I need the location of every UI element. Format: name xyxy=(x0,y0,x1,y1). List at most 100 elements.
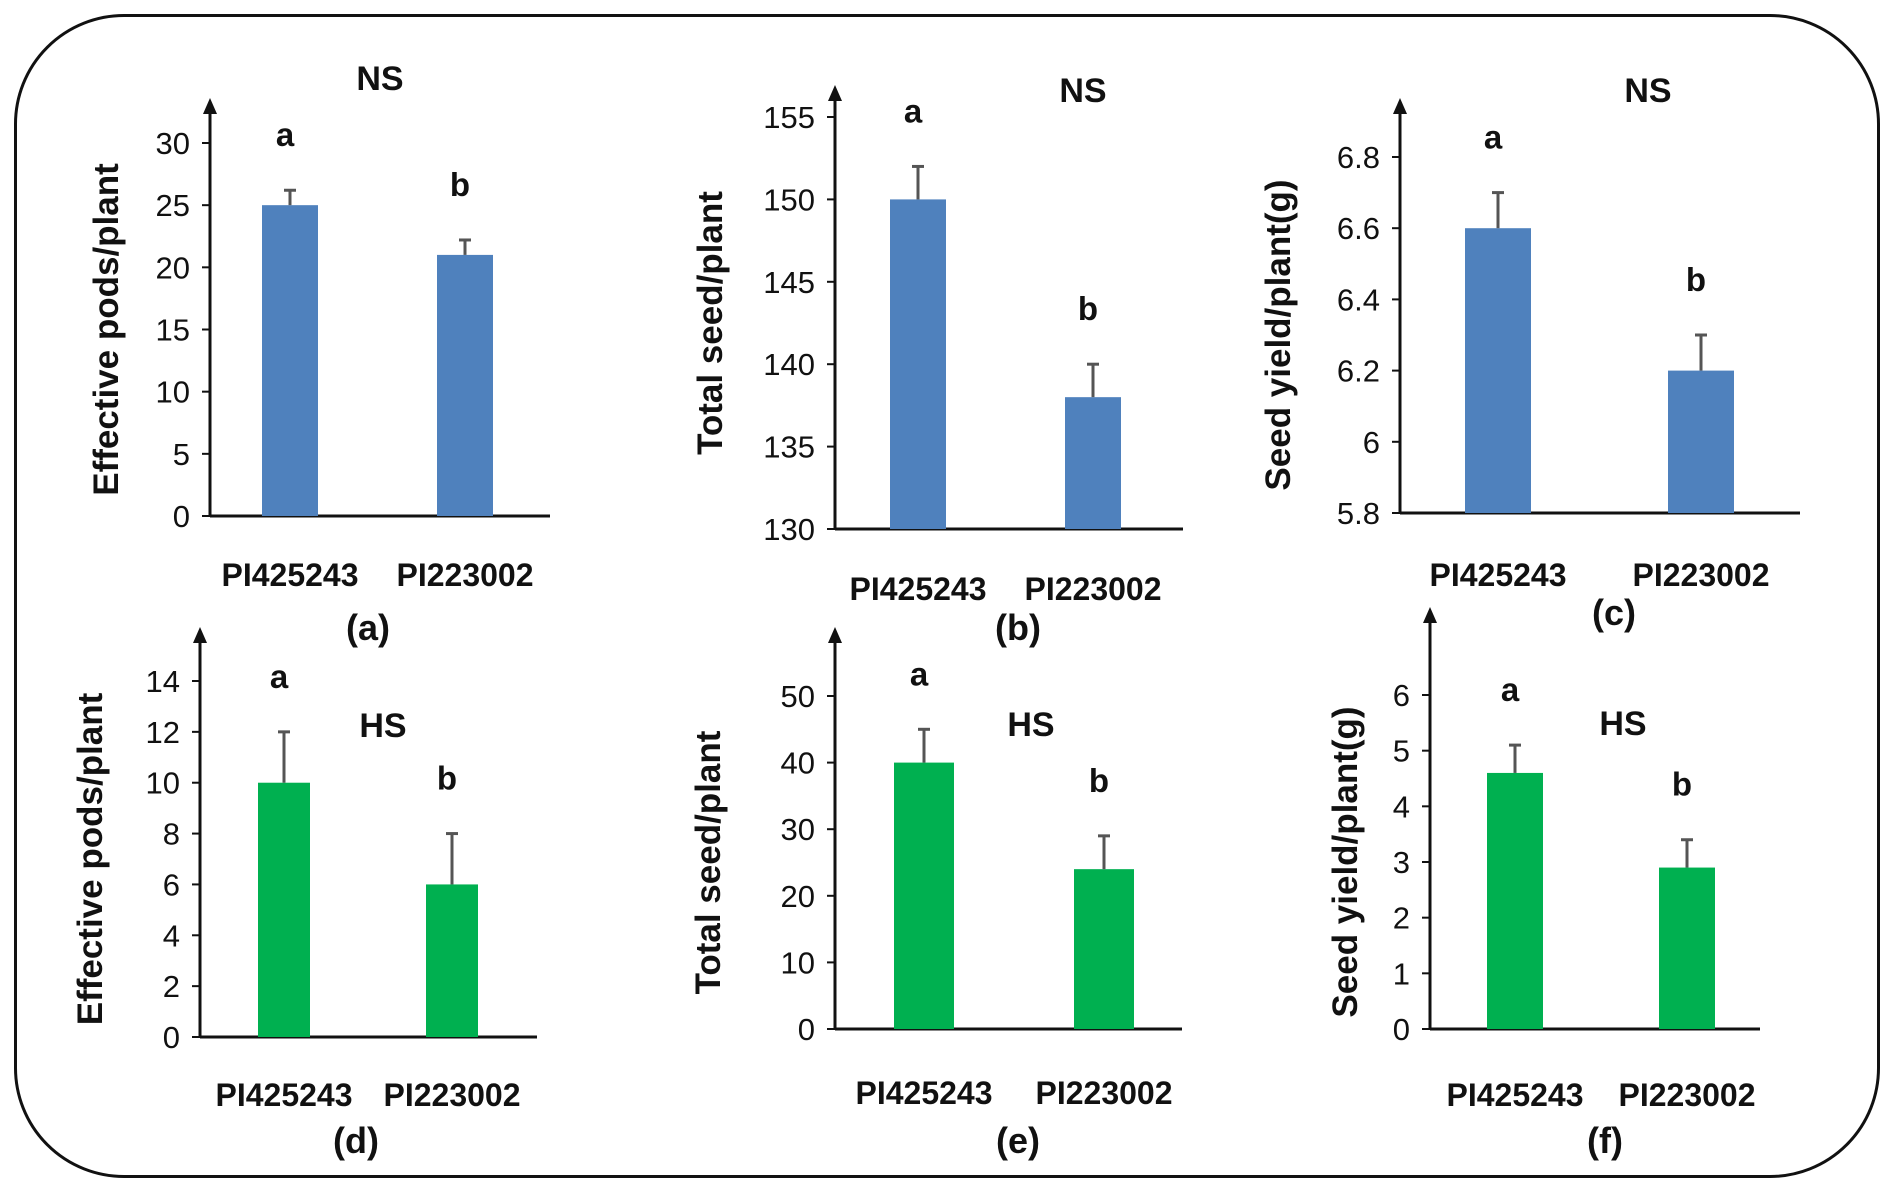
category-label: PI223002 xyxy=(1035,1075,1172,1111)
y-tick-label: 10 xyxy=(156,375,190,410)
y-tick-label: 10 xyxy=(781,945,815,980)
panel-label: (d) xyxy=(333,1120,379,1161)
panel-label: (a) xyxy=(346,607,390,648)
y-tick-label: 2 xyxy=(1393,901,1410,936)
y-tick-label: 20 xyxy=(781,879,815,914)
y-tick-label: 5.8 xyxy=(1337,496,1380,531)
y-tick-label: 130 xyxy=(763,512,815,547)
y-tick-label: 0 xyxy=(163,1020,180,1055)
y-tick-label: 12 xyxy=(146,715,180,750)
y-tick-label: 0 xyxy=(173,499,190,534)
chart-title: NS xyxy=(1624,72,1671,110)
y-tick-label: 155 xyxy=(763,100,815,135)
significance-label: b xyxy=(1672,766,1692,803)
y-tick-label: 5 xyxy=(1393,734,1410,769)
category-label: PI223002 xyxy=(383,1077,520,1113)
panel-label: (c) xyxy=(1592,592,1636,633)
bar-PI223002 xyxy=(1659,867,1715,1029)
category-label: PI223002 xyxy=(1632,557,1769,593)
y-tick-label: 6.2 xyxy=(1337,354,1380,389)
panel-label: (f) xyxy=(1587,1120,1623,1161)
y-axis-label: Total seed/plant xyxy=(691,191,730,455)
y-axis-arrow xyxy=(1423,607,1437,623)
category-label: PI425243 xyxy=(849,571,986,607)
y-tick-label: 8 xyxy=(163,817,180,852)
y-axis-arrow xyxy=(193,627,207,643)
chart-panel-2: 130 135 140 145 150 155 a PI425243 b PI223002 NS To… xyxy=(691,72,1183,648)
y-tick-label: 0 xyxy=(798,1012,815,1047)
bar-PI425243 xyxy=(894,762,954,1029)
y-tick-label: 145 xyxy=(763,265,815,300)
significance-label: b xyxy=(1686,261,1706,298)
y-tick-label: 4 xyxy=(1393,789,1410,824)
bar-PI425243 xyxy=(262,205,318,516)
chart-title: HS xyxy=(1007,706,1054,744)
y-tick-label: 2 xyxy=(163,969,180,1004)
y-axis-arrow xyxy=(1393,98,1407,114)
chart-title: NS xyxy=(1059,72,1106,110)
significance-label: a xyxy=(276,116,295,153)
significance-label: a xyxy=(270,658,289,695)
category-label: PI223002 xyxy=(1618,1077,1755,1113)
y-axis-arrow xyxy=(203,98,217,114)
bar-PI425243 xyxy=(258,782,310,1037)
bar-PI223002 xyxy=(1065,397,1121,529)
y-axis-label: Effective pods/plant xyxy=(71,692,110,1025)
category-label: PI425243 xyxy=(221,557,358,593)
bar-PI425243 xyxy=(890,199,946,529)
y-tick-label: 4 xyxy=(163,918,180,953)
significance-label: a xyxy=(1501,671,1520,708)
bar-PI223002 xyxy=(426,884,478,1037)
y-tick-label: 10 xyxy=(146,766,180,801)
significance-label: b xyxy=(450,166,470,203)
bar-PI223002 xyxy=(1668,370,1734,513)
chart-panel-1: 0 5 10 15 20 25 30 a PI425243 b PI223002 NS Effectiv… xyxy=(87,60,550,648)
significance-label: b xyxy=(437,760,457,797)
y-tick-label: 140 xyxy=(763,347,815,382)
panel-label: (e) xyxy=(996,1120,1040,1161)
y-axis-label: Seed yield/plant(g) xyxy=(1326,706,1365,1017)
chart-panel-5: 0 10 20 30 40 50 a PI425243 b PI223002 HS Total see… xyxy=(689,627,1182,1161)
chart-panel-6: 0 1 2 3 4 5 6 a PI425243 b PI223002 HS Seed yield/pl… xyxy=(1326,607,1760,1161)
bar-PI223002 xyxy=(437,254,493,516)
y-tick-label: 0 xyxy=(1393,1012,1410,1047)
y-tick-label: 50 xyxy=(781,679,815,714)
y-tick-label: 135 xyxy=(763,430,815,465)
bar-PI425243 xyxy=(1487,772,1543,1029)
y-tick-label: 3 xyxy=(1393,845,1410,880)
y-axis-arrow xyxy=(828,627,842,643)
y-tick-label: 14 xyxy=(146,664,180,699)
y-tick-label: 1 xyxy=(1393,956,1410,991)
y-tick-label: 6 xyxy=(1363,425,1380,460)
significance-label: b xyxy=(1078,290,1098,327)
significance-label: a xyxy=(904,92,923,129)
y-tick-label: 6 xyxy=(1393,678,1410,713)
y-axis-label: Seed yield/plant(g) xyxy=(1259,179,1298,490)
category-label: PI425243 xyxy=(1429,557,1566,593)
category-label: PI425243 xyxy=(855,1075,992,1111)
y-tick-label: 25 xyxy=(156,188,190,223)
significance-label: a xyxy=(1484,119,1503,156)
bar-PI425243 xyxy=(1465,228,1531,513)
category-label: PI223002 xyxy=(396,557,533,593)
y-tick-label: 15 xyxy=(156,313,190,348)
chart-title: NS xyxy=(356,60,403,98)
bar-PI223002 xyxy=(1074,869,1134,1029)
category-label: PI223002 xyxy=(1024,571,1161,607)
y-tick-label: 6.6 xyxy=(1337,211,1380,246)
y-axis-label: Effective pods/plant xyxy=(87,163,126,496)
y-axis-label: Total seed/plant xyxy=(689,730,728,994)
category-label: PI425243 xyxy=(1446,1077,1583,1113)
y-tick-label: 30 xyxy=(156,126,190,161)
panel-label: (b) xyxy=(995,607,1041,648)
chart-title: HS xyxy=(359,707,406,745)
y-tick-label: 150 xyxy=(763,182,815,217)
y-tick-label: 40 xyxy=(781,746,815,781)
y-tick-label: 5 xyxy=(173,437,190,472)
significance-label: b xyxy=(1089,762,1109,799)
y-tick-label: 30 xyxy=(781,812,815,847)
y-tick-label: 20 xyxy=(156,250,190,285)
y-axis-arrow xyxy=(828,85,842,101)
chart-panel-3: 5.8 6 6.2 6.4 6.6 6.8 a PI425243 b PI223002 NS Seed… xyxy=(1259,72,1800,633)
